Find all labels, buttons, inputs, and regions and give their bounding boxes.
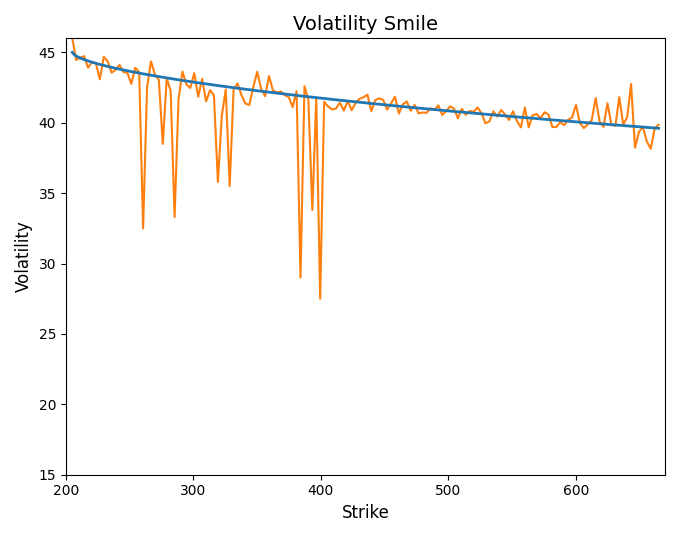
Y-axis label: Volatility: Volatility	[15, 221, 33, 293]
X-axis label: Strike: Strike	[341, 504, 390, 522]
Title: Volatility Smile: Volatility Smile	[293, 15, 438, 34]
